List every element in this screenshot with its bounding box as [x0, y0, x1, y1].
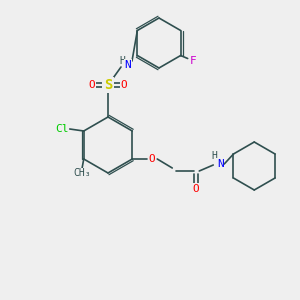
Text: O: O: [193, 184, 200, 194]
Text: H: H: [119, 56, 125, 66]
Text: CH₃: CH₃: [73, 168, 91, 178]
Text: S: S: [104, 78, 112, 92]
Text: O: O: [88, 80, 95, 90]
Text: O: O: [149, 154, 156, 164]
Text: N: N: [217, 159, 224, 169]
Text: N: N: [124, 60, 131, 70]
Text: H: H: [211, 151, 217, 161]
Text: O: O: [121, 80, 128, 90]
Text: Cl: Cl: [55, 124, 68, 134]
Text: F: F: [189, 56, 196, 67]
